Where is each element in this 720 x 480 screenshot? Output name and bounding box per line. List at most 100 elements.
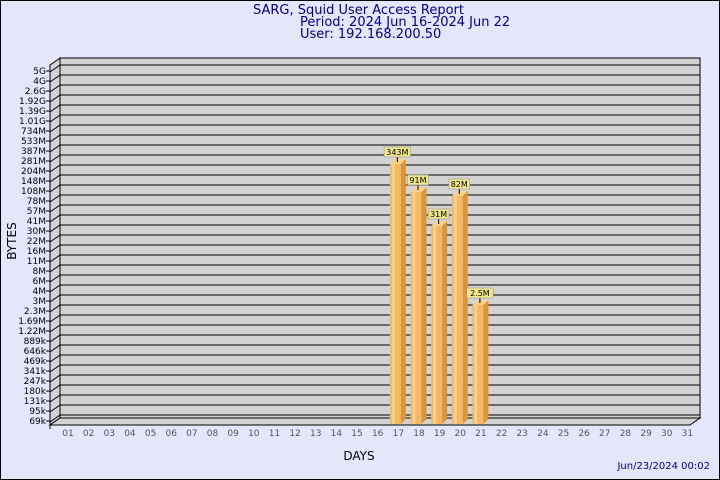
y-tick-label: 2.3M <box>24 307 46 317</box>
y-tick-label: 30M <box>27 227 46 237</box>
report-period: Period: 2024 Jun 16-2024 Jun 22 <box>300 15 511 30</box>
x-tick-label: 13 <box>310 429 321 439</box>
data-labels: 343M 91M 31M 82M 2.5M <box>383 146 494 303</box>
gridline-side <box>49 224 61 233</box>
gridline-side <box>49 204 61 213</box>
gridline-side <box>49 114 61 123</box>
data-label: 343M <box>386 148 408 157</box>
y-tick-label: 4G <box>33 77 46 87</box>
y-tick-label: 57M <box>27 207 46 217</box>
y-tick-label: 1.22M <box>18 327 46 337</box>
data-label-box <box>383 146 411 158</box>
gridline-side <box>49 304 61 313</box>
y-tick-label: 1.39G <box>19 107 46 117</box>
gridline-side <box>49 344 61 353</box>
x-tick-label: 25 <box>558 429 569 439</box>
data-label-box <box>466 287 494 299</box>
gridline-side <box>49 94 61 103</box>
y-tick-label: 3M <box>33 297 47 307</box>
x-tick-label: 02 <box>83 429 94 439</box>
y-tick-label: 734M <box>21 127 46 137</box>
x-tick-label: 29 <box>640 429 652 439</box>
x-tick-label: 31 <box>682 429 693 439</box>
gridline-side <box>49 294 61 303</box>
data-label: 91M <box>409 176 426 185</box>
gridline-side <box>49 314 61 323</box>
data-label: 2.5M <box>470 289 490 298</box>
gridline-side <box>49 394 61 403</box>
x-tick-label: 12 <box>289 429 300 439</box>
report-title: SARG, Squid User Access Report <box>253 3 464 18</box>
y-tick-label: 1.69M <box>18 317 46 327</box>
x-tick-label: 26 <box>578 429 590 439</box>
gridline-side <box>49 194 61 203</box>
x-tick-label: 05 <box>145 429 156 439</box>
gridline-side <box>49 384 61 393</box>
bar-shine <box>433 226 437 424</box>
gridline-side <box>49 364 61 373</box>
x-tick-label: 09 <box>227 429 239 439</box>
y-tick-label: 78M <box>27 197 46 207</box>
gridline-side <box>49 374 61 383</box>
gridline-side <box>49 214 61 223</box>
gridline-side <box>49 284 61 293</box>
plot-back-wall <box>59 57 701 419</box>
y-tick-label: 131k <box>24 397 47 407</box>
bar-shine <box>412 192 416 424</box>
x-tick-label: 03 <box>104 429 115 439</box>
bar <box>389 164 401 424</box>
x-axis-ticks: 01 02 03 04 05 06 07 08 09 10 11 12 13 14 15 16 17 18 19 20… <box>49 425 693 439</box>
y-tick-label: 1.92G <box>19 97 46 107</box>
gridline-side <box>49 414 61 423</box>
x-tick-label: 11 <box>269 429 280 439</box>
y-tick-label: 180k <box>24 387 47 397</box>
y-tick-label: 387M <box>21 147 46 157</box>
x-tick-label: 01 <box>62 429 73 439</box>
x-tick-label: 19 <box>434 429 446 439</box>
plot-area <box>48 57 702 426</box>
x-tick-label: 23 <box>516 429 527 439</box>
x-tick-label: 08 <box>207 429 219 439</box>
bar <box>431 226 443 424</box>
x-tick-label: 28 <box>620 429 632 439</box>
x-tick-label: 27 <box>599 429 610 439</box>
x-tick-label: 22 <box>496 429 507 439</box>
y-tick-label: 4M <box>33 287 47 297</box>
gridline-side <box>49 234 61 243</box>
x-axis-label: DAYS <box>343 449 374 463</box>
gridline-side <box>49 184 61 193</box>
bar-side <box>442 221 448 424</box>
data-label-box <box>448 178 470 190</box>
y-tick-label: 281M <box>21 157 46 167</box>
gridline-side <box>49 144 61 153</box>
gridline-side <box>49 64 61 73</box>
x-tick-label: 18 <box>413 429 425 439</box>
y-tick-label: 341k <box>24 367 47 377</box>
x-tick-label: 15 <box>351 429 362 439</box>
y-axis-ticks: 5G4G2.6G1.92G1.39G1.01G734M533M387M281M2… <box>18 67 50 427</box>
y-tick-label: 204M <box>21 167 46 177</box>
gridline-side <box>49 244 61 253</box>
bar-shine <box>474 305 478 424</box>
x-tick-label: 30 <box>661 429 673 439</box>
gridline-side <box>49 164 61 173</box>
y-tick-label: 22M <box>27 237 46 247</box>
gridline-side <box>49 104 61 113</box>
gridline-side <box>49 274 61 283</box>
y-tick-label: 533M <box>21 137 46 147</box>
y-tick-label: 95k <box>29 407 46 417</box>
y-tick-label: 11M <box>27 257 46 267</box>
bar-side <box>421 187 427 424</box>
y-tick-label: 1.01G <box>19 117 46 127</box>
gridline-side <box>49 154 61 163</box>
generated-timestamp: Jun/23/2024 00:02 <box>617 461 710 472</box>
y-tick-label: 6M <box>33 277 47 287</box>
gridline-side <box>49 84 61 93</box>
y-tick-label: 69k <box>29 417 46 427</box>
gridline-side <box>49 324 61 333</box>
gridline-side <box>49 74 61 83</box>
gridline-side <box>49 174 61 183</box>
x-tick-label: 20 <box>455 429 467 439</box>
y-tick-label: 2.6G <box>25 87 46 97</box>
plot-floor <box>48 417 702 426</box>
